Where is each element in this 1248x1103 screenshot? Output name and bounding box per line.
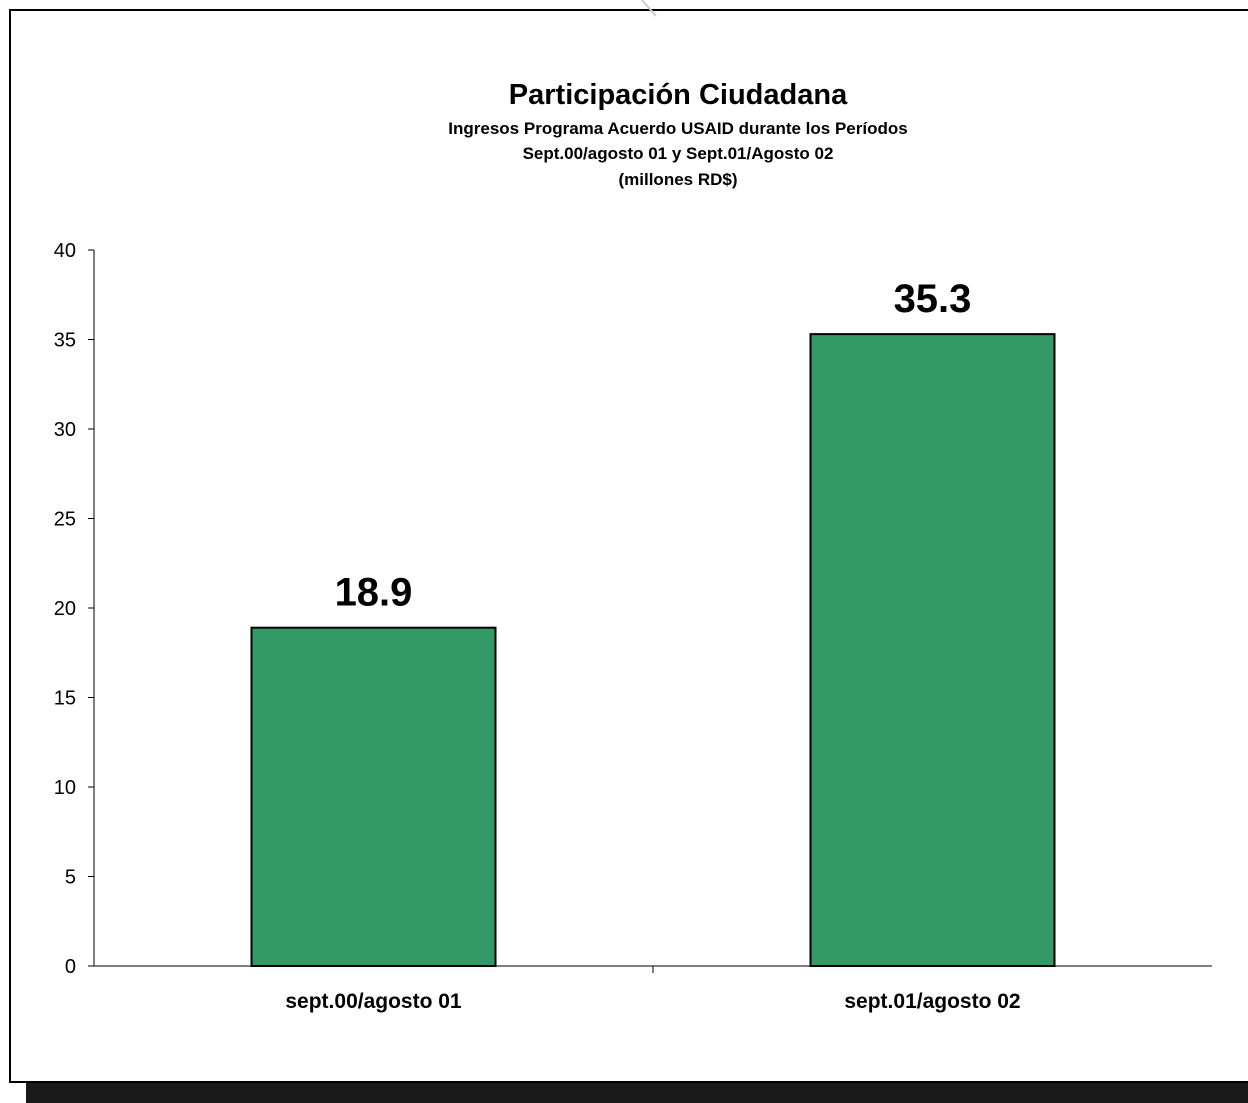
chart-subtitle-line-1: Ingresos Programa Acuerdo USAID durante …: [448, 119, 907, 138]
y-axis-ticks: 0 5 10 15 20 25 30 35 40: [54, 240, 94, 978]
y-tick-label: 25: [54, 509, 76, 531]
bar-value-label-1: 18.9: [335, 571, 413, 615]
x-category-label-1: sept.00/agosto 01: [285, 990, 462, 1013]
bar-1: [250, 626, 497, 967]
bar-2: [809, 333, 1056, 967]
y-tick-label: 10: [54, 777, 76, 799]
frame-shadow: [26, 1080, 1248, 1103]
chart-subtitle-line-3: (millones RD$): [618, 170, 737, 189]
y-tick-label: 30: [54, 419, 76, 441]
chart-title: Participación Ciudadana: [509, 79, 848, 111]
bar-series: 18.9 35.3: [250, 277, 1056, 967]
y-tick-label: 0: [65, 956, 76, 978]
y-tick-label: 40: [54, 240, 76, 262]
corner-stroke: [641, 0, 657, 17]
x-axis-labels: sept.00/agosto 01 sept.01/agosto 02: [285, 990, 1020, 1013]
y-tick-label: 5: [65, 867, 76, 889]
chart-subtitle-line-2: Sept.00/agosto 01 y Sept.01/Agosto 02: [523, 144, 834, 163]
y-tick-label: 20: [54, 598, 76, 620]
y-tick-label: 35: [54, 330, 76, 352]
x-category-label-2: sept.01/agosto 02: [844, 990, 1020, 1013]
y-tick-label: 15: [54, 688, 76, 710]
bar-value-label-2: 35.3: [894, 277, 972, 321]
